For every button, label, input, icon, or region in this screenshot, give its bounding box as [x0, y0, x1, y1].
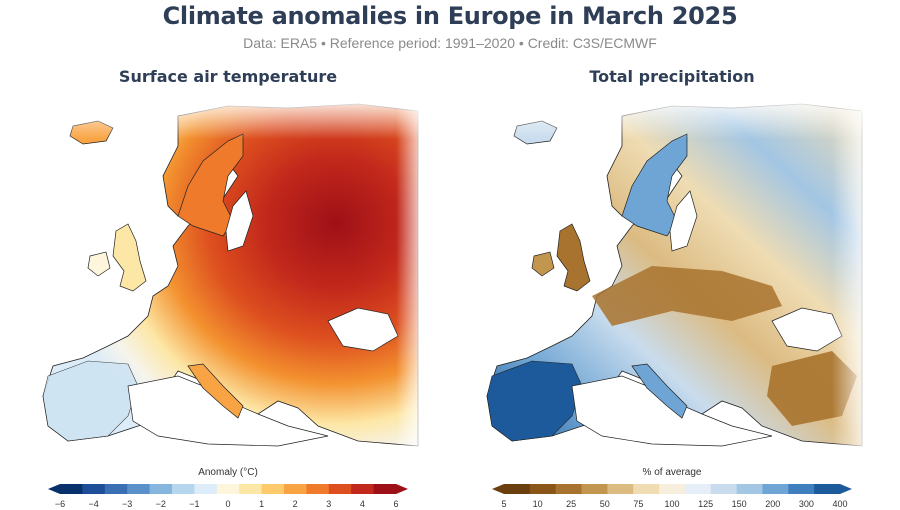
temperature-colorbar	[48, 484, 408, 494]
temperature-colorbar-max-arrow	[396, 484, 408, 494]
precipitation-tick-label: 200	[765, 499, 781, 509]
page-subtitle: Data: ERA5 • Reference period: 1991–2020…	[243, 35, 657, 51]
temperature-colorbar-segment	[306, 484, 330, 494]
temperature-map	[28, 96, 428, 456]
precipitation-colorbar-segment	[659, 484, 686, 494]
temperature-tick-label: −4	[88, 499, 99, 509]
temperature-colorbar-segment	[351, 484, 375, 494]
precipitation-colorbar-segment	[788, 484, 815, 494]
temperature-colorbar-segment	[373, 484, 397, 494]
precipitation-tick-label: 150	[731, 499, 747, 509]
temperature-tick-label: 2	[292, 499, 298, 509]
precipitation-colorbar-segment	[814, 484, 841, 494]
precipitation-colorbar-segment	[710, 484, 738, 494]
precipitation-tick-label: 125	[698, 499, 714, 509]
precipitation-tick-label: 300	[798, 499, 814, 509]
temperature-colorbar-segment	[127, 484, 151, 494]
temperature-colorbar-segment	[172, 484, 195, 494]
temperature-tick-label: 0	[225, 499, 231, 509]
precipitation-colorbar-segment	[581, 484, 608, 494]
temperature-tick-label: 4	[359, 499, 365, 509]
temperature-colorbar-segment	[60, 484, 83, 494]
temperature-colorbar-segment	[328, 484, 352, 494]
temperature-colorbar-segment	[194, 484, 218, 494]
precipitation-colorbar-segment	[607, 484, 634, 494]
precipitation-panel-title: Total precipitation	[589, 67, 755, 86]
precipitation-legend-title: % of average	[642, 467, 702, 478]
temperature-colorbar-segment	[239, 484, 263, 494]
precipitation-colorbar-segment	[529, 484, 557, 494]
temperature-colorbar-segment	[216, 484, 240, 494]
precipitation-colorbar-segment	[633, 484, 660, 494]
temperature-colorbar-segment	[149, 484, 173, 494]
temperature-tick-label: −6	[54, 499, 66, 509]
precipitation-map	[472, 96, 872, 456]
precipitation-colorbar-segment	[684, 484, 712, 494]
precipitation-colorbar-segment	[555, 484, 583, 494]
precipitation-tick-label: 400	[832, 499, 848, 509]
temperature-panel-title: Surface air temperature	[118, 67, 338, 86]
precipitation-colorbar-segment	[504, 484, 531, 494]
temperature-tick-label: 3	[326, 499, 332, 509]
temperature-colorbar-segment	[284, 484, 307, 494]
temperature-tick-label: 6	[393, 499, 399, 509]
temperature-legend-title: Anomaly (°C)	[198, 467, 258, 478]
precipitation-colorbar-min-arrow	[492, 484, 504, 494]
temperature-colorbar-min-arrow	[48, 484, 60, 494]
page-title: Climate anomalies in Europe in March 202…	[162, 2, 738, 30]
temperature-tick-label: 1	[259, 499, 265, 509]
precipitation-colorbar	[492, 484, 852, 494]
precipitation-colorbar-segment	[762, 484, 789, 494]
temperature-colorbar-segment	[104, 484, 128, 494]
precipitation-tick-label: 25	[566, 499, 577, 509]
precipitation-tick-label: 75	[633, 499, 644, 509]
temperature-colorbar-segment	[82, 484, 106, 494]
precipitation-tick-label: 100	[664, 499, 680, 509]
precipitation-tick-label: 10	[532, 499, 543, 509]
precipitation-colorbar-segment	[736, 484, 763, 494]
temperature-tick-label: −3	[122, 499, 133, 509]
temperature-tick-label: −2	[155, 499, 166, 509]
precipitation-tick-label: 50	[599, 499, 610, 509]
precipitation-colorbar-max-arrow	[840, 484, 852, 494]
temperature-colorbar-segment	[261, 484, 285, 494]
precipitation-tick-label: 5	[501, 499, 507, 509]
temperature-tick-label: −1	[189, 499, 200, 509]
